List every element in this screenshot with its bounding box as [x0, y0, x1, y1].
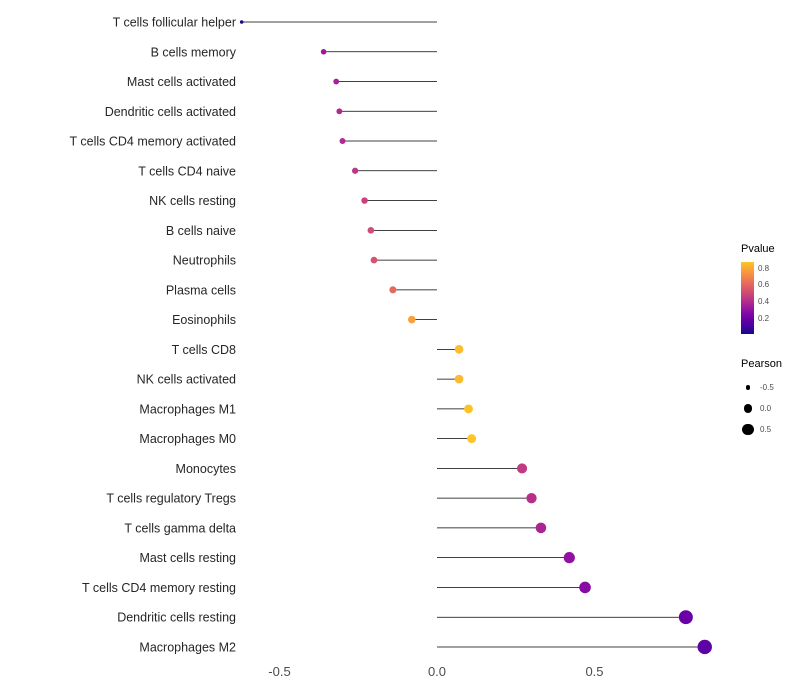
- pearson-size-legend-entry: 0.5: [741, 419, 799, 440]
- pvalue-colorbar-tick-label: 0.8: [758, 263, 770, 273]
- lollipop-dot: [464, 404, 473, 414]
- pearson-size-dot-cell: [741, 423, 755, 437]
- category-label: Mast cells resting: [139, 551, 236, 565]
- lollipop-dot: [361, 197, 368, 204]
- category-label: NK cells resting: [149, 194, 236, 208]
- pearson-size-dot-cell: [741, 402, 755, 416]
- lollipop-dot: [389, 286, 397, 294]
- pvalue-colorbar: 0.8 0.6 0.4 0.2: [741, 262, 799, 334]
- lollipop-dot: [454, 374, 464, 384]
- legend-panel: Pvalue 0.8 0.6 0.4 0.2 Pearson -0.5 0.0 0.5: [741, 243, 799, 440]
- pearson-size-label: 0.0: [760, 404, 772, 413]
- lollipop-dot: [579, 581, 591, 594]
- category-label: Macrophages M2: [139, 640, 236, 654]
- pvalue-colorbar-tick-label: 0.2: [758, 313, 770, 323]
- pvalue-colorbar-gradient: [741, 262, 754, 334]
- pvalue-colorbar-tick-label: 0.6: [758, 280, 770, 290]
- category-label: Macrophages M0: [139, 432, 236, 446]
- category-label: NK cells activated: [137, 373, 236, 387]
- lollipop-dot: [516, 463, 528, 474]
- category-label: Eosinophils: [172, 313, 236, 327]
- category-label: Neutrophils: [173, 254, 236, 268]
- pvalue-colorbar-tick-label: 0.4: [758, 297, 770, 307]
- category-label: Macrophages M1: [139, 402, 236, 416]
- pearson-size-dot-cell: [741, 381, 755, 395]
- pearson-size-dot: [743, 404, 753, 413]
- pearson-size-legend-entry: -0.5: [741, 377, 799, 398]
- category-label: T cells regulatory Tregs: [106, 492, 236, 506]
- category-label: Dendritic cells activated: [105, 105, 236, 119]
- category-label: Plasma cells: [166, 283, 236, 297]
- lollipop-dot: [370, 256, 378, 264]
- x-tick-label: 0.0: [428, 664, 446, 679]
- lollipop-dot: [367, 227, 375, 234]
- category-label: T cells CD4 memory resting: [82, 581, 236, 595]
- category-label: Monocytes: [176, 462, 236, 476]
- lollipop-dot: [351, 167, 359, 174]
- pearson-size-label: 0.5: [760, 425, 772, 434]
- lollipop-dot: [697, 639, 712, 655]
- category-label: T cells gamma delta: [124, 521, 236, 535]
- x-tick-label: -0.5: [268, 664, 290, 679]
- pearson-size-dot: [742, 423, 754, 436]
- category-label: T cells CD4 memory activated: [70, 135, 237, 149]
- category-label: T cells CD8: [172, 343, 236, 357]
- lollipop-dot: [336, 108, 343, 115]
- category-label: T cells follicular helper: [113, 16, 236, 30]
- category-label: Mast cells activated: [127, 75, 236, 89]
- lollipop-dot: [535, 522, 547, 534]
- pearson-size-label: -0.5: [760, 383, 774, 392]
- pearson-size-dot: [745, 385, 751, 390]
- lollipop-dot: [320, 49, 327, 55]
- category-label: Dendritic cells resting: [117, 611, 236, 625]
- lollipop-dot: [563, 552, 575, 564]
- category-label: T cells CD4 naive: [138, 164, 236, 178]
- lollipop-dot: [333, 78, 340, 85]
- lollipop-dot: [526, 492, 537, 504]
- x-tick-label: 0.5: [585, 664, 603, 679]
- pearson-size-legend: -0.5 0.0 0.5: [741, 377, 799, 440]
- pvalue-legend-title: Pvalue: [741, 243, 775, 255]
- pearson-legend-title: Pearson: [741, 358, 782, 370]
- lollipop-dot: [408, 315, 416, 324]
- lollipop-dot: [239, 20, 244, 24]
- lollipop-dot: [467, 434, 477, 444]
- lollipop-dot: [339, 138, 346, 145]
- category-label: B cells memory: [151, 45, 237, 59]
- lollipop-dot: [678, 610, 693, 625]
- pearson-size-legend-entry: 0.0: [741, 398, 799, 419]
- lollipop-dot: [454, 345, 464, 354]
- category-label: B cells naive: [166, 224, 236, 238]
